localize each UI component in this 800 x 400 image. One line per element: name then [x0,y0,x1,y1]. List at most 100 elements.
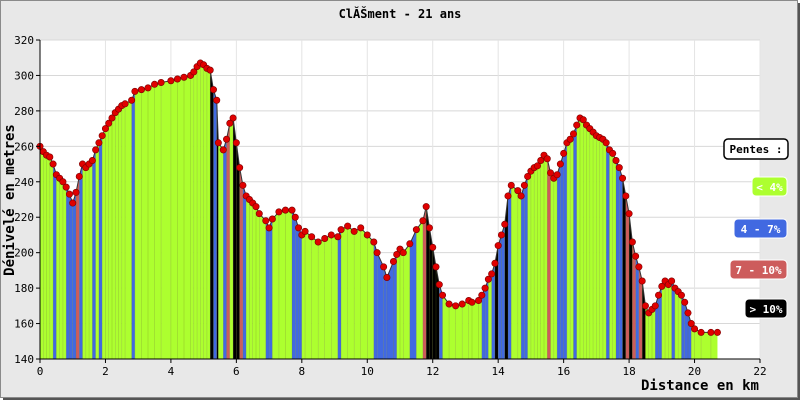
slope-segment [92,149,96,359]
data-point [412,226,420,234]
slope-segment [62,181,67,359]
slope-segment [213,89,217,359]
slope-segment [661,281,666,359]
x-tick-label: 10 [361,365,374,378]
data-point [707,328,715,336]
slope-segment [40,146,44,359]
slope-segment [233,117,237,359]
slope-segment [599,137,603,359]
legend-item-label: < 4% [756,181,783,194]
data-point [301,227,309,235]
slope-segment [442,295,450,359]
slope-segment [586,125,590,359]
data-point [543,155,551,163]
slope-segment [681,295,685,359]
y-tick-label: 220 [14,211,34,224]
slope-segment [580,117,584,359]
slope-segment [517,190,522,359]
legend-item-label: 7 - 10% [735,264,782,277]
slope-segment [616,160,620,359]
slope-segment [161,80,171,359]
slope-segment [432,247,436,359]
data-point [239,181,247,189]
x-tick-label: 8 [299,365,306,378]
data-point [651,302,659,310]
slope-segment [655,295,659,359]
data-point [252,203,260,211]
data-point [357,224,365,232]
slope-segment [203,64,207,360]
data-point [291,213,299,221]
slope-segment [629,213,633,359]
data-point [687,320,695,328]
slope-segment [295,217,299,359]
data-point [432,263,440,271]
data-point [681,298,689,306]
slope-segment [648,309,652,359]
slope-segment [367,234,374,359]
slope-segment [324,234,332,359]
slope-segment [521,185,525,359]
slope-segment [53,164,57,359]
data-point [190,68,198,76]
data-point [262,217,270,225]
data-point [383,273,391,281]
slope-segment [252,203,256,359]
data-point [223,135,231,143]
data-point [295,224,303,232]
legend: Pentes : < 4% 4 - 7% 7 - 10% > 10% [723,138,789,319]
slope-segment [527,171,531,359]
slope-segment [43,151,47,359]
data-point [334,233,342,241]
slope-segment [223,139,227,359]
data-point [275,208,283,216]
data-point [206,66,214,74]
y-tick-label: 300 [14,69,34,82]
y-tick-label: 160 [14,318,34,331]
slope-segment [112,112,116,360]
data-point [668,277,676,285]
slope-segment [665,281,669,359]
slope-segment [652,305,656,359]
slope-segment [553,174,558,359]
slope-segment [504,195,508,359]
slope-segment [557,164,561,359]
legend-swatch [751,176,788,197]
slope-segment [658,286,662,359]
data-point [533,162,541,170]
slope-segment [403,243,410,359]
legend-swatch [744,298,788,319]
slope-segment [593,132,597,359]
legend-swatch [729,259,788,280]
slope-segment [393,254,397,359]
data-point [569,130,577,138]
data-point [128,96,136,104]
data-point [481,284,489,292]
slope-segment [259,213,266,359]
data-point [566,135,574,143]
legend-swatch [733,218,788,239]
data-point [209,86,217,94]
data-point [131,87,139,95]
slope-segment [298,227,302,359]
data-point [507,181,515,189]
x-axis-ticks: 0 2 4 6 8 10 12 14 16 18 20 22 [37,359,767,378]
slope-segment [229,117,234,359]
data-point [697,328,705,336]
data-point [524,172,532,180]
data-point [62,183,70,191]
data-point [59,178,67,186]
slope-segment [468,300,472,359]
slope-segment [125,100,132,359]
slope-segment [524,176,528,359]
data-point [632,252,640,260]
slope-segment [400,249,404,359]
data-point [579,116,587,124]
data-point [232,139,240,147]
slope-segment [318,238,325,359]
data-point [219,146,227,154]
data-point [488,270,496,278]
x-tick-label: 12 [426,365,439,378]
data-point [425,224,433,232]
